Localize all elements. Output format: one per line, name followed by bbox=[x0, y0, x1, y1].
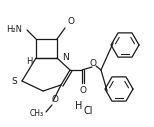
Text: O: O bbox=[51, 94, 59, 104]
Text: O: O bbox=[68, 17, 75, 26]
Text: H: H bbox=[75, 101, 83, 111]
Text: S: S bbox=[11, 76, 17, 85]
Text: H₂N: H₂N bbox=[6, 26, 22, 35]
Text: N: N bbox=[62, 53, 69, 62]
Text: O: O bbox=[79, 86, 87, 95]
Text: Cl: Cl bbox=[83, 106, 93, 116]
Text: CH₃: CH₃ bbox=[30, 108, 44, 117]
Text: O: O bbox=[89, 60, 97, 68]
Text: H: H bbox=[26, 57, 32, 66]
